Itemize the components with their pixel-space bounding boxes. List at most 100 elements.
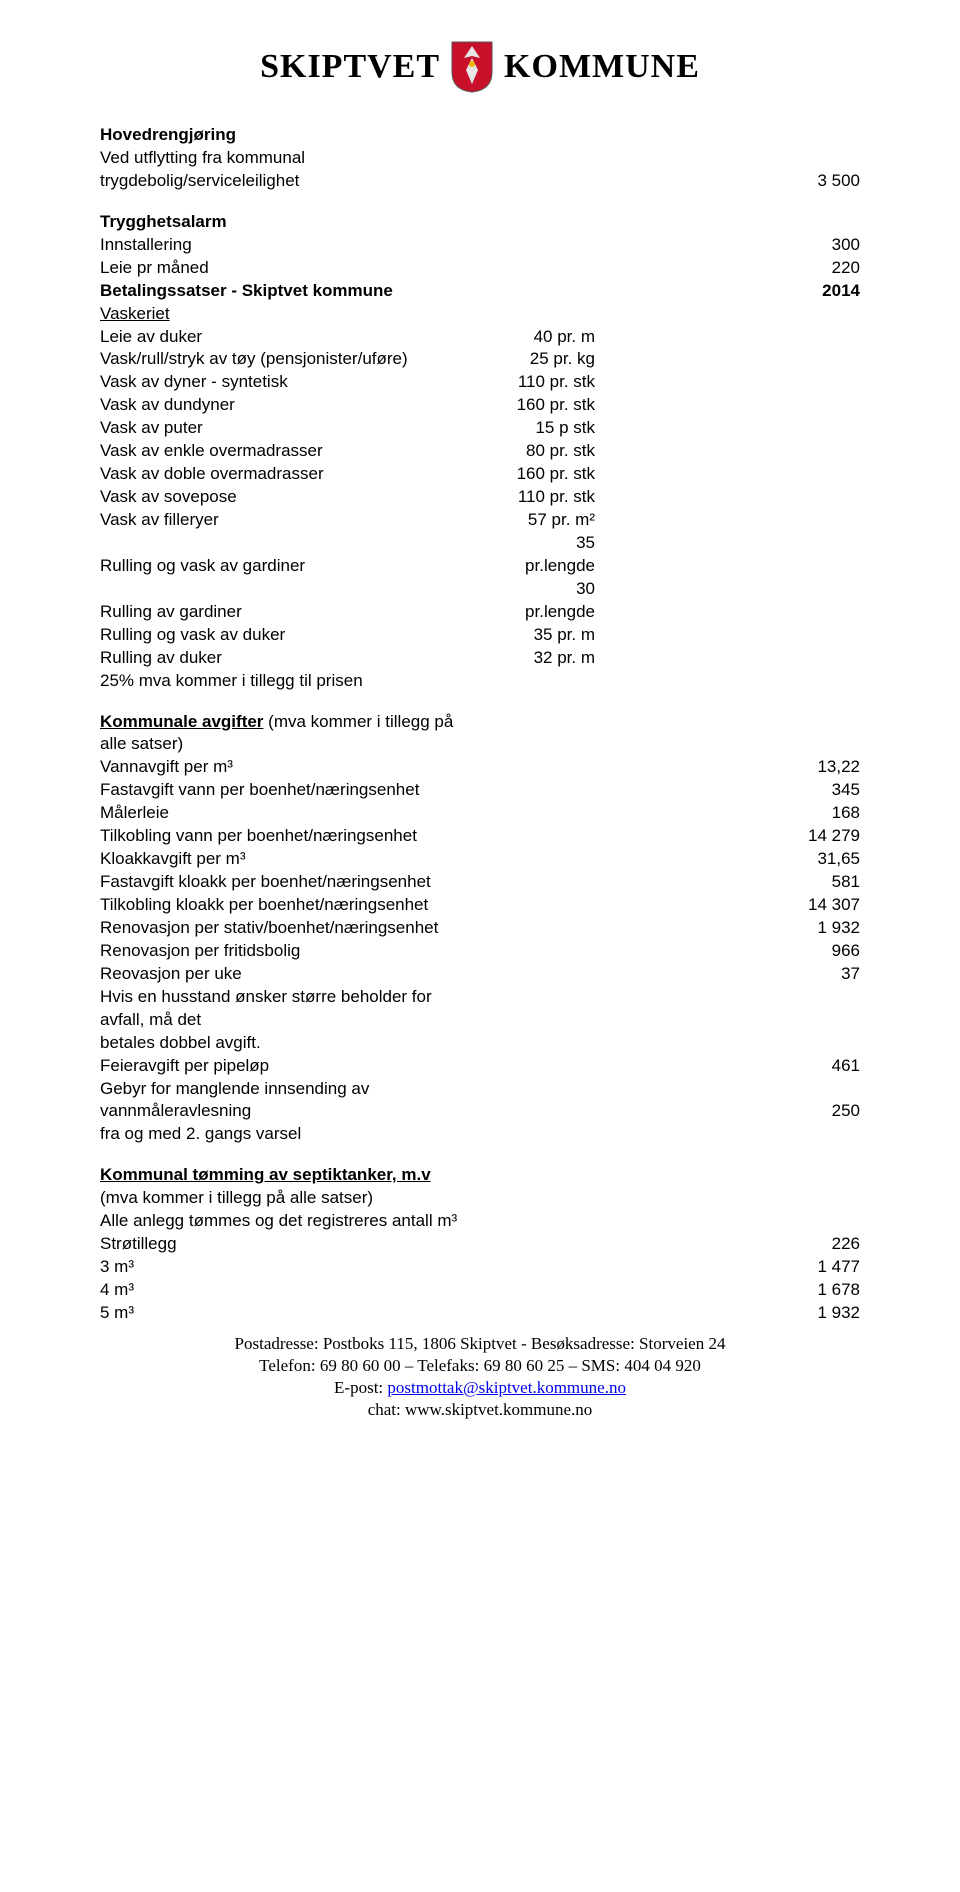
- fee-row: Vask av sovepose110 pr. stk: [100, 486, 860, 509]
- footer: Postadresse: Postboks 115, 1806 Skiptvet…: [100, 1333, 860, 1421]
- fee-value: pr.lengde: [475, 601, 595, 624]
- fee-label: Vask av doble overmadrasser: [100, 463, 475, 486]
- fee-label: Vask av puter: [100, 417, 475, 440]
- footer-line: chat: www.skiptvet.kommune.no: [100, 1399, 860, 1421]
- fee-row: Tilkobling kloakk per boenhet/næringsenh…: [100, 894, 860, 917]
- fee-label: Vask av dyner - syntetisk: [100, 371, 475, 394]
- fee-label: Rulling av gardiner: [100, 601, 475, 624]
- fee-value: 1 477: [801, 1256, 860, 1279]
- fee-label: Kloakkavgift per m³: [100, 848, 801, 871]
- fee-row: Reovasjon per uke37: [100, 963, 860, 986]
- fee-label: Feieravgift per pipeløp: [100, 1055, 816, 1078]
- fee-value: 461: [816, 1055, 860, 1078]
- fee-value: 160 pr. stk: [475, 394, 595, 417]
- fee-label: Tilkobling vann per boenhet/næringsenhet: [100, 825, 792, 848]
- fee-label: 5 m³: [100, 1302, 801, 1325]
- fee-row: Vask av dundyner160 pr. stk: [100, 394, 860, 417]
- fee-label: Renovasjon per fritidsbolig: [100, 940, 816, 963]
- fee-value: 80 pr. stk: [475, 440, 595, 463]
- fee-value: 966: [816, 940, 860, 963]
- text-line: Gebyr for manglende innsending av: [100, 1078, 860, 1101]
- fee-value: 30: [475, 578, 595, 601]
- fee-label: Renovasjon per stativ/boenhet/næringsenh…: [100, 917, 801, 940]
- fee-label: 4 m³: [100, 1279, 801, 1302]
- fee-row: Innstallering 300: [100, 234, 860, 257]
- fee-value: 160 pr. stk: [475, 463, 595, 486]
- title-row: SKIPTVET KOMMUNE: [100, 40, 860, 94]
- fee-value: 13,22: [801, 756, 860, 779]
- fee-value: 250: [816, 1100, 860, 1123]
- fee-value: 1 932: [801, 917, 860, 940]
- fee-row: Kloakkavgift per m³31,65: [100, 848, 860, 871]
- fee-row: Vask av filleryer57 pr. m²: [100, 509, 860, 532]
- text-line: alle satser): [100, 733, 860, 756]
- text-line: fra og med 2. gangs varsel: [100, 1123, 860, 1146]
- fee-label: trygdebolig/serviceleilighet: [100, 170, 801, 193]
- fee-value: pr.lengde: [475, 555, 595, 578]
- fee-value: 14 307: [792, 894, 860, 917]
- fee-label: Leie av duker: [100, 326, 475, 349]
- fee-value: 57 pr. m²: [475, 509, 595, 532]
- fee-value: 32 pr. m: [475, 647, 595, 670]
- fee-label: Rulling og vask av gardiner: [100, 555, 475, 578]
- note-line: avfall, må det: [100, 1009, 860, 1032]
- heading-suffix: (mva kommer i tillegg på: [263, 712, 453, 731]
- fee-label: 3 m³: [100, 1256, 801, 1279]
- fee-row: Vask av dyner - syntetisk110 pr. stk: [100, 371, 860, 394]
- footer-line: Postadresse: Postboks 115, 1806 Skiptvet…: [100, 1333, 860, 1355]
- footer-line: Telefon: 69 80 60 00 – Telefaks: 69 80 6…: [100, 1355, 860, 1377]
- fee-row: Vannavgift per m³13,22: [100, 756, 860, 779]
- fee-value: 226: [816, 1233, 860, 1256]
- footer-line: E-post: postmottak@skiptvet.kommune.no: [100, 1377, 860, 1399]
- year-value: 2014: [806, 280, 860, 303]
- section-heading-row: Betalingssatser - Skiptvet kommune 2014: [100, 280, 860, 303]
- fee-row: trygdebolig/serviceleilighet 3 500: [100, 170, 860, 193]
- fee-value: 31,65: [801, 848, 860, 871]
- fee-row: 5 m³1 932: [100, 1302, 860, 1325]
- fee-value: 25 pr. kg: [475, 348, 595, 371]
- note-line: Hvis en husstand ønsker større beholder …: [100, 986, 860, 1009]
- sub-heading: Vaskeriet: [100, 303, 860, 326]
- footer-prefix: E-post:: [334, 1378, 387, 1397]
- fee-value: 581: [816, 871, 860, 894]
- fee-label: Målerleie: [100, 802, 816, 825]
- text-line: Ved utflytting fra kommunal: [100, 147, 860, 170]
- fee-label: Vask av filleryer: [100, 509, 475, 532]
- fee-row: Leie pr måned 220: [100, 257, 860, 280]
- fee-row: Målerleie168: [100, 802, 860, 825]
- fee-value: 15 p stk: [475, 417, 595, 440]
- title-right: KOMMUNE: [504, 48, 700, 86]
- fee-value: 35 pr. m: [475, 624, 595, 647]
- fee-value: 110 pr. stk: [475, 486, 595, 509]
- footer-url: www.skiptvet.kommune.no: [405, 1400, 592, 1419]
- fee-label: Rulling av duker: [100, 647, 475, 670]
- fee-label: Rulling og vask av duker: [100, 624, 475, 647]
- fee-row: Feieravgift per pipeløp461: [100, 1055, 860, 1078]
- fee-value: 345: [816, 779, 860, 802]
- fee-row: vannmåleravlesning250: [100, 1100, 860, 1123]
- fee-row: Strøtillegg226: [100, 1233, 860, 1256]
- section-heading-line: Kommunale avgifter (mva kommer i tillegg…: [100, 711, 860, 734]
- fee-value: 37: [825, 963, 860, 986]
- fee-value: 40 pr. m: [475, 326, 595, 349]
- email-link[interactable]: postmottak@skiptvet.kommune.no: [387, 1378, 626, 1397]
- fee-row: Fastavgift vann per boenhet/næringsenhet…: [100, 779, 860, 802]
- fee-label: Vask av dundyner: [100, 394, 475, 417]
- note-line: Alle anlegg tømmes og det registreres an…: [100, 1210, 860, 1233]
- fee-row: Rulling av gardinerpr.lengde: [100, 601, 860, 624]
- fee-value: 110 pr. stk: [475, 371, 595, 394]
- fee-label: Fastavgift kloakk per boenhet/næringsenh…: [100, 871, 816, 894]
- fee-row: 30: [100, 578, 860, 601]
- fee-row: 3 m³1 477: [100, 1256, 860, 1279]
- fee-label: Tilkobling kloakk per boenhet/næringsenh…: [100, 894, 792, 917]
- section-heading: Kommunal tømming av septiktanker, m.v: [100, 1164, 860, 1187]
- fee-label: Vask av enkle overmadrasser: [100, 440, 475, 463]
- note-line: betales dobbel avgift.: [100, 1032, 860, 1055]
- fee-label: Strøtillegg: [100, 1233, 816, 1256]
- fee-value: 35: [475, 532, 595, 555]
- fee-row: Vask av doble overmadrasser160 pr. stk: [100, 463, 860, 486]
- fee-row: Rulling og vask av duker35 pr. m: [100, 624, 860, 647]
- fee-row: Renovasjon per stativ/boenhet/næringsenh…: [100, 917, 860, 940]
- shield-icon: [450, 40, 494, 94]
- fee-row: Vask av puter15 p stk: [100, 417, 860, 440]
